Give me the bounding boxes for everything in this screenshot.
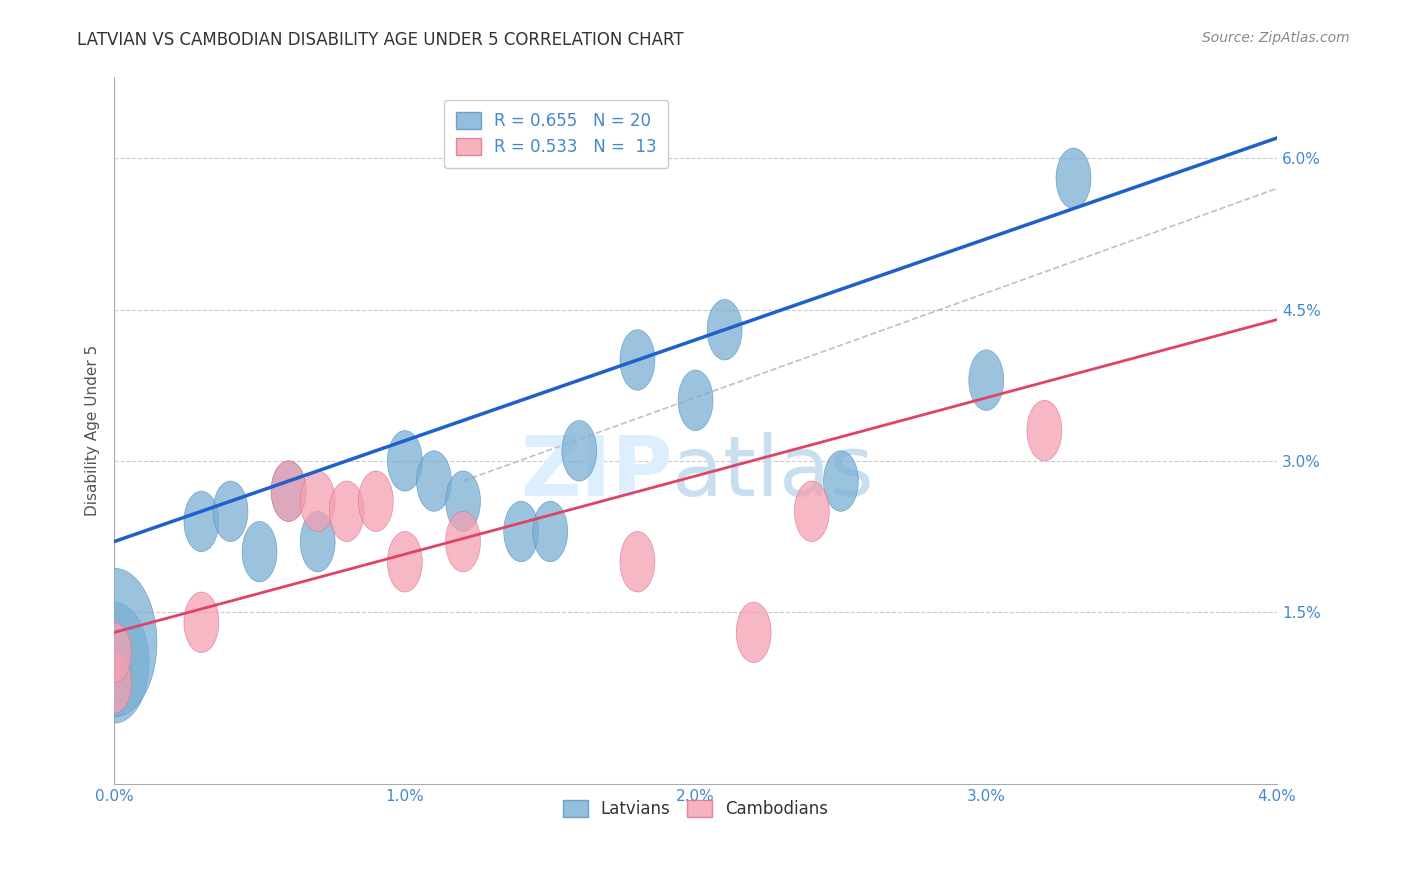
Legend: Latvians, Cambodians: Latvians, Cambodians: [555, 793, 835, 825]
Text: Source: ZipAtlas.com: Source: ZipAtlas.com: [1202, 31, 1350, 45]
Ellipse shape: [416, 450, 451, 511]
Ellipse shape: [707, 300, 742, 360]
Ellipse shape: [1026, 401, 1062, 461]
Ellipse shape: [388, 532, 422, 592]
Ellipse shape: [794, 481, 830, 541]
Ellipse shape: [678, 370, 713, 431]
Text: ZIP: ZIP: [520, 433, 672, 514]
Ellipse shape: [824, 450, 859, 511]
Ellipse shape: [184, 592, 219, 653]
Ellipse shape: [301, 471, 335, 532]
Ellipse shape: [79, 602, 149, 723]
Ellipse shape: [446, 471, 481, 532]
Ellipse shape: [184, 491, 219, 551]
Ellipse shape: [242, 522, 277, 582]
Ellipse shape: [214, 481, 247, 541]
Ellipse shape: [271, 461, 307, 522]
Ellipse shape: [301, 511, 335, 572]
Ellipse shape: [97, 623, 132, 683]
Ellipse shape: [562, 420, 596, 481]
Ellipse shape: [97, 653, 132, 713]
Ellipse shape: [737, 602, 770, 663]
Ellipse shape: [72, 568, 157, 716]
Ellipse shape: [329, 481, 364, 541]
Ellipse shape: [97, 642, 132, 703]
Text: atlas: atlas: [672, 433, 875, 514]
Ellipse shape: [503, 501, 538, 562]
Ellipse shape: [388, 431, 422, 491]
Ellipse shape: [969, 350, 1004, 410]
Ellipse shape: [359, 471, 394, 532]
Ellipse shape: [271, 461, 307, 522]
Ellipse shape: [620, 330, 655, 390]
Ellipse shape: [620, 532, 655, 592]
Ellipse shape: [1056, 148, 1091, 209]
Ellipse shape: [446, 511, 481, 572]
Ellipse shape: [533, 501, 568, 562]
Text: LATVIAN VS CAMBODIAN DISABILITY AGE UNDER 5 CORRELATION CHART: LATVIAN VS CAMBODIAN DISABILITY AGE UNDE…: [77, 31, 683, 49]
Y-axis label: Disability Age Under 5: Disability Age Under 5: [86, 345, 100, 516]
